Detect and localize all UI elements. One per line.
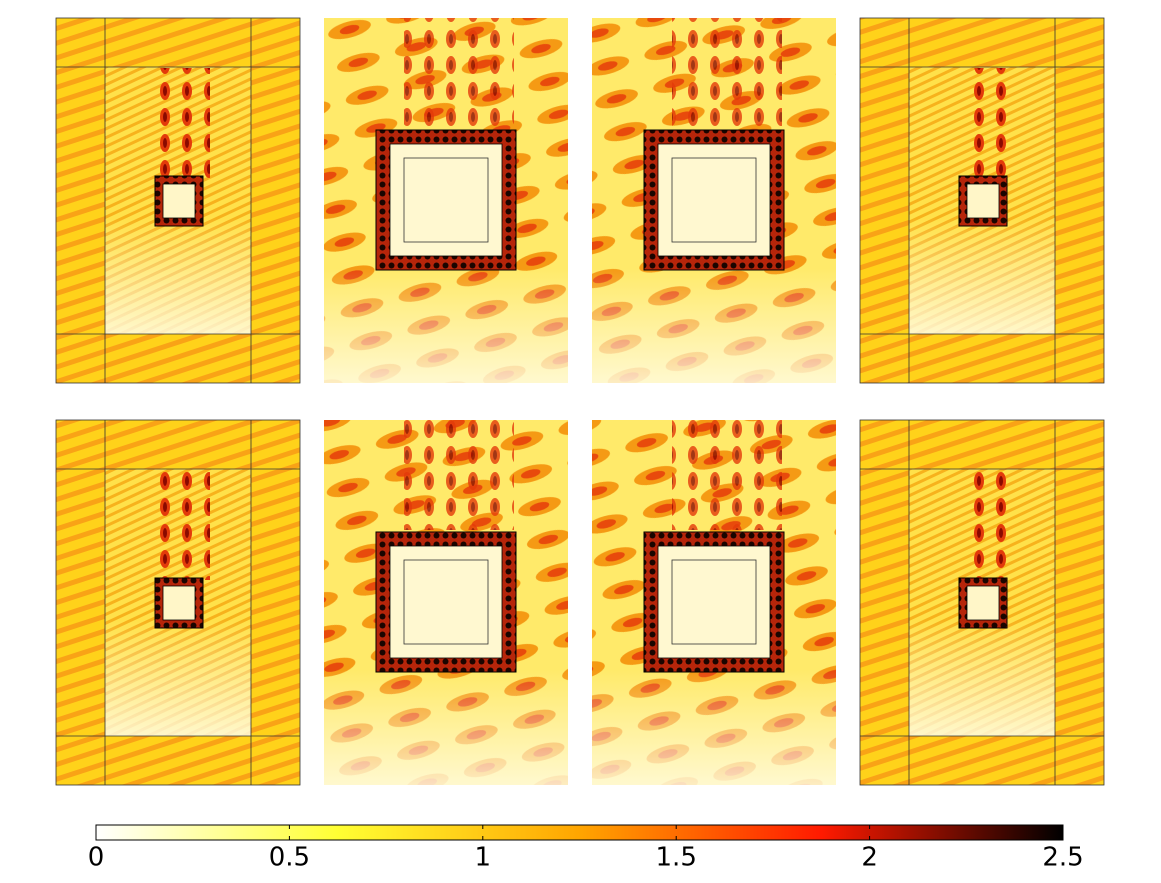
inner-boundary — [403, 157, 489, 243]
shadow — [592, 268, 836, 383]
scatterer-core — [966, 183, 1000, 219]
beam — [964, 470, 1014, 580]
colorbar: 0 0.5 1 1.5 2 2.5 — [88, 824, 1084, 873]
field-panel — [859, 419, 1105, 786]
tick-label: 1.5 — [656, 843, 697, 873]
beam — [404, 18, 514, 128]
tick-label: 1 — [475, 843, 492, 873]
field-panel — [859, 17, 1105, 384]
beam — [672, 420, 782, 530]
scatterer-core — [657, 143, 771, 257]
beam — [672, 18, 782, 128]
scatterer-core — [162, 183, 196, 219]
beam — [964, 68, 1014, 178]
shadow — [105, 218, 251, 334]
tick-label: 0 — [88, 843, 105, 873]
shadow — [909, 620, 1055, 736]
panel-frame — [859, 419, 1105, 786]
tick-label: 0.5 — [269, 843, 310, 873]
scatterer-core — [389, 545, 503, 659]
field-panel — [324, 420, 568, 785]
shadow — [324, 268, 568, 383]
tick-label: 2 — [861, 843, 878, 873]
tick-label: 2.5 — [1042, 843, 1083, 873]
shadow — [105, 620, 251, 736]
panels — [55, 17, 1105, 786]
field-panel — [55, 419, 301, 786]
panel-frame — [55, 17, 301, 384]
panel-frame — [859, 17, 1105, 384]
shadow — [324, 670, 568, 785]
field-panel — [592, 420, 836, 785]
beam — [404, 420, 514, 530]
shadow — [909, 218, 1055, 334]
field-panel — [55, 17, 301, 384]
beam — [160, 68, 210, 178]
beam — [160, 470, 210, 580]
inner-boundary — [403, 559, 489, 645]
scatterer-core — [389, 143, 503, 257]
panel-frame — [55, 419, 301, 786]
shadow — [592, 670, 836, 785]
scatterer-core — [966, 585, 1000, 621]
inner-boundary — [671, 559, 757, 645]
field-panel — [592, 18, 836, 383]
field-panel — [324, 18, 568, 383]
scatterer-core — [657, 545, 771, 659]
scatterer-core — [162, 585, 196, 621]
colorbar-scale — [95, 824, 1064, 841]
inner-boundary — [671, 157, 757, 243]
